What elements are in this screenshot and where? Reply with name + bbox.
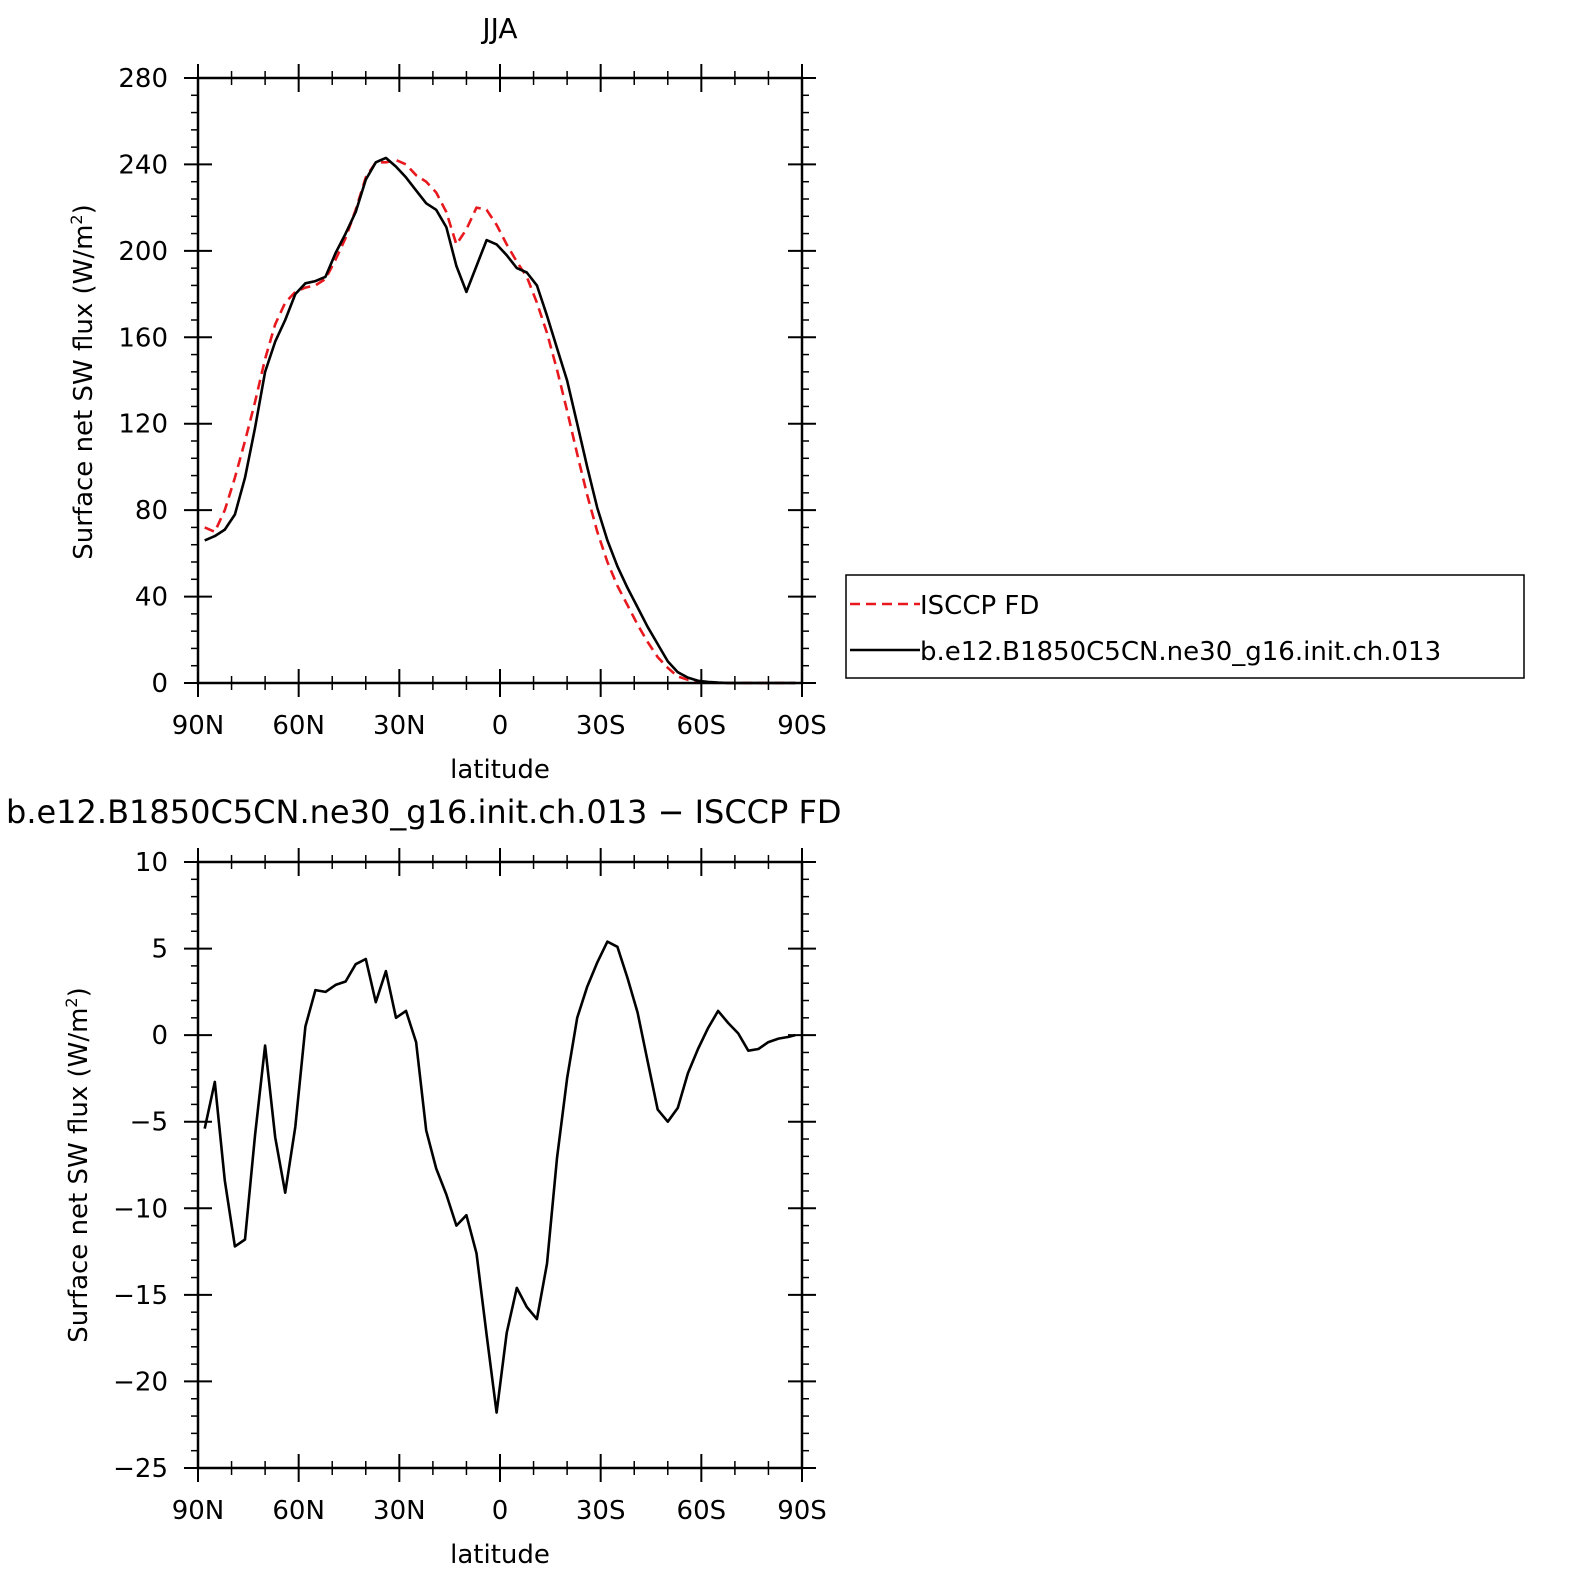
top-y-axis-label-sup: 2 (67, 214, 86, 224)
top-series-group (204, 156, 796, 685)
top-y-tick-label: 120 (118, 410, 168, 440)
top-y-tick-label: 80 (135, 496, 168, 526)
bottom-y-tick-label: −5 (130, 1108, 168, 1138)
bottom-x-tick-label: 90N (172, 1496, 225, 1526)
top-series-line-0 (204, 158, 796, 685)
top-y-tick-label: 240 (118, 150, 168, 180)
top-y-tick-label: 160 (118, 323, 168, 353)
bottom-y-tick-label: −25 (113, 1454, 168, 1484)
top-x-axis-label: latitude (450, 755, 550, 785)
bottom-x-tick-label: 60N (272, 1496, 325, 1526)
top-series-line-1 (204, 156, 796, 685)
bottom-y-axis-label-main: Surface net SW flux (W/m (64, 1008, 94, 1343)
bottom-y-tick-label: −15 (113, 1281, 168, 1311)
bottom-y-axis-label-sup: 2 (62, 997, 81, 1007)
top-x-tick-label: 90S (777, 711, 827, 741)
bottom-y-tick-label: 5 (151, 935, 168, 965)
bottom-x-tick-label: 90S (777, 1496, 827, 1526)
bottom-y-tick-label: −20 (113, 1367, 168, 1397)
bottom-y-tick-label: 0 (151, 1021, 168, 1051)
legend-label-isccp: ISCCP FD (920, 591, 1039, 621)
top-y-tick-label: 40 (135, 583, 168, 613)
top-x-tick-label: 90N (172, 711, 225, 741)
bottom-series-line-0 (203, 940, 796, 1414)
top-chart-title: JJA (480, 12, 517, 45)
bottom-y-tick-label: 10 (135, 848, 168, 878)
bottom-x-tick-label: 30N (373, 1496, 426, 1526)
top-x-tick-label: 60N (272, 711, 325, 741)
bottom-x-tick-label: 60S (677, 1496, 727, 1526)
top-y-axis-label: Surface net SW flux (W/m2) (67, 204, 99, 560)
legend-label-model: b.e12.B1850C5CN.ne30_g16.init.ch.013 (920, 637, 1441, 667)
top-y-tick-label: 280 (118, 64, 168, 94)
bottom-chart-title: b.e12.B1850C5CN.ne30_g16.init.ch.013 − I… (6, 793, 842, 831)
bottom-x-tick-label: 0 (492, 1496, 509, 1526)
legend-frame (845, 574, 1525, 679)
bottom-y-tick-label: −10 (113, 1194, 168, 1224)
top-x-tick-label: 30N (373, 711, 426, 741)
top-panel: JJA 90N 60N 30N 0 30S 60S 90S 0 40 80 120 160 200 240… (67, 12, 1525, 785)
legend: ISCCP FD b.e12.B1850C5CN.ne30_g16.init.c… (845, 574, 1525, 679)
top-y-tick-label: 200 (118, 237, 168, 267)
bottom-x-axis-label: latitude (450, 1540, 550, 1569)
top-y-axis-label-main: Surface net SW flux (W/m (69, 225, 99, 560)
bottom-y-axis-label-close: ) (64, 987, 94, 997)
top-y-tick-label: 0 (151, 669, 168, 699)
bottom-panel: b.e12.B1850C5CN.ne30_g16.init.ch.013 − I… (6, 793, 842, 1569)
top-x-tick-label: 0 (492, 711, 509, 741)
top-plot-frame (196, 76, 804, 685)
top-tick-group: 90N 60N 30N 0 30S 60S 90S 0 40 80 120 160 200 240 280 (118, 64, 827, 741)
bottom-series-group (203, 940, 796, 1414)
top-x-tick-label: 60S (677, 711, 727, 741)
top-y-axis-label-close: ) (69, 204, 99, 214)
bottom-y-axis-label: Surface net SW flux (W/m2) (62, 987, 94, 1343)
bottom-x-tick-label: 30S (576, 1496, 626, 1526)
bottom-tick-group: 90N 60N 30N 0 30S 60S 90S −25 −20 −15 −10 −5 0 5 10 (113, 848, 827, 1526)
top-x-tick-label: 30S (576, 711, 626, 741)
